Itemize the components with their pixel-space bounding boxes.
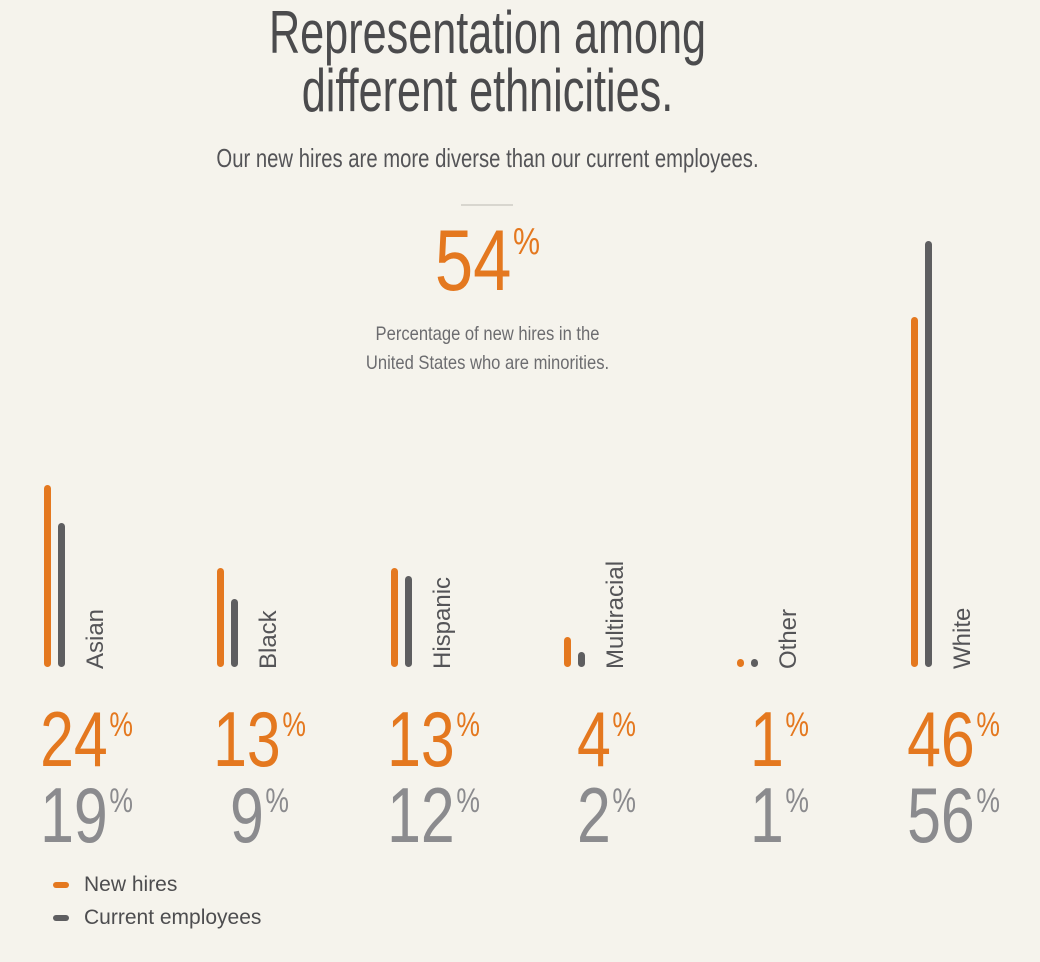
value-new-hires-hispanic: 13% [386,695,480,783]
legend-item-new-hires: New hires [53,872,261,897]
hero-caption: Percentage of new hires in the United St… [73,320,902,378]
values-multiracial: 4% 2% [520,688,693,859]
hero-stat-unit: % [513,221,541,263]
value-new-hires-black: 13% [213,695,307,783]
bar-current-employees-black [231,598,239,667]
hero-stat-value: 54 [434,213,512,309]
bar-current-employees-asian [58,522,65,667]
chart-legend: New hires Current employees [53,872,261,938]
value-current-employees-black: 9% [230,771,290,859]
bar-chart: Asian Black Hispanic Multiracial Other W… [44,241,976,669]
hero-stat: 54% [98,218,878,304]
category-label-multiracial: Multiracial [602,560,629,669]
values-asian: 24% 19% [0,688,173,859]
category-label-black: Black [255,610,283,669]
bar-new-hires-multiracial [564,636,571,667]
values-black: 13% 9% [173,688,346,859]
bar-new-hires-other [737,659,745,667]
value-current-employees-other: 1% [750,771,810,859]
legend-label-current-employees: Current employees [84,906,262,929]
category-label-white: White [948,607,976,669]
value-current-employees-white: 56% [906,771,1000,859]
title-line-1: Representation among [268,0,707,66]
hero-caption-line-1: Percentage of new hires in the [375,323,600,345]
section-divider [461,204,513,206]
title-line-2: different ethnicities. [301,57,674,124]
bar-new-hires-white [910,317,918,667]
new-hires-swatch-icon [53,881,69,888]
legend-item-current-employees: Current employees [53,905,261,930]
subtitle: Our new hires are more diverse than our … [216,143,759,173]
values-other: 1% 1% [693,688,866,859]
bar-current-employees-hispanic [404,575,412,667]
value-new-hires-multiracial: 4% [577,695,636,783]
value-current-employees-asian: 19% [40,771,133,859]
bar-new-hires-black [217,568,225,667]
values-hispanic: 13% 12% [347,688,520,859]
values-white: 46% 56% [867,688,1040,859]
bar-new-hires-asian [44,484,51,667]
value-new-hires-white: 46% [906,695,1000,783]
value-current-employees-multiracial: 2% [577,771,636,859]
value-current-employees-hispanic: 12% [386,771,480,859]
category-label-asian: Asian [82,608,109,669]
bar-current-employees-white [924,241,932,667]
bar-current-employees-other [751,659,759,667]
category-label-hispanic: Hispanic [428,576,456,669]
value-new-hires-other: 1% [750,695,810,783]
legend-label-new-hires: New hires [84,873,178,896]
bar-current-employees-multiracial [578,651,585,667]
category-label-other: Other [775,608,803,669]
bar-new-hires-hispanic [390,568,398,667]
value-new-hires-asian: 24% [40,695,133,783]
hero-caption-line-2: United States who are minorities. [365,352,610,374]
page-title: Representation among different ethniciti… [137,0,839,124]
current-employees-swatch-icon [53,914,69,921]
